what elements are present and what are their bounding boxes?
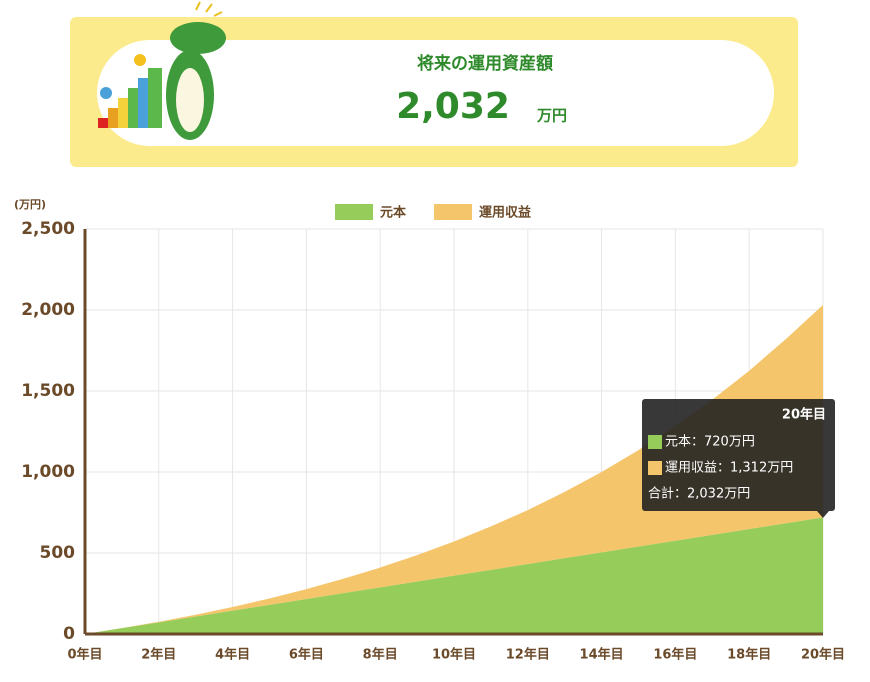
x-tick-label: 6年目 — [289, 647, 324, 663]
x-tick-label: 12年目 — [506, 647, 550, 663]
tooltip-arrow — [817, 511, 829, 518]
x-tick-label: 0年目 — [67, 647, 102, 663]
x-tick-label: 14年目 — [580, 647, 624, 663]
tooltip-swatch — [648, 435, 662, 449]
header-pill — [97, 40, 774, 146]
x-tick-label: 18年目 — [727, 647, 771, 663]
legend-swatch — [335, 204, 373, 220]
tooltip-swatch — [648, 461, 662, 475]
chart: 0 500 1,000 1,500 2,000 2,500 0年目 2年目 4年目 6年目 8年目 1… — [21, 204, 845, 663]
header-unit: 万円 — [536, 107, 567, 125]
y-tick-label: 2,500 — [21, 219, 75, 239]
legend-label: 元本 — [380, 205, 406, 221]
x-tick-label: 2年目 — [141, 647, 176, 663]
y-tick-label: 1,000 — [21, 462, 75, 482]
x-tick-label: 8年目 — [363, 647, 398, 663]
x-tick-label: 4年目 — [215, 647, 250, 663]
mascot — [98, 1, 226, 140]
legend-swatch — [434, 204, 473, 220]
x-tick-label: 16年目 — [653, 647, 697, 663]
tooltip-row: 運用収益：1,312万円 — [665, 461, 793, 476]
y-tick-label: 2,000 — [21, 300, 75, 320]
tooltip-row: 元本：720万円 — [665, 435, 755, 450]
tooltip-row: 合計：2,032万円 — [648, 486, 750, 502]
x-tick-label: 10年目 — [432, 647, 476, 663]
y-tick-label: 500 — [40, 543, 76, 563]
y-unit: (万円) — [14, 198, 46, 211]
x-tick-label: 20年目 — [801, 647, 845, 663]
tooltip-title: 20年目 — [782, 407, 826, 423]
legend-label: 運用収益 — [479, 205, 531, 221]
y-tick-label: 1,500 — [21, 381, 75, 401]
header-title: 将来の運用資産額 — [417, 53, 553, 74]
tooltip-box — [642, 399, 835, 511]
y-tick-label: 0 — [63, 624, 75, 644]
header-amount: 2,032 — [396, 86, 510, 127]
